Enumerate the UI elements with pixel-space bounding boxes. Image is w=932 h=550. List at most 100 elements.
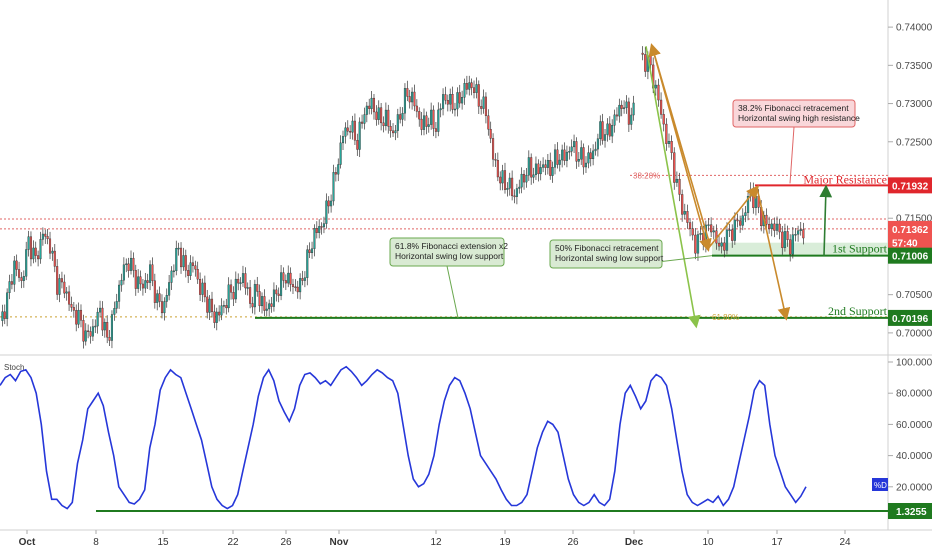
candle-body	[325, 200, 328, 224]
candle-body	[265, 308, 268, 311]
candle-body	[332, 172, 335, 202]
candle-body	[561, 149, 564, 161]
candle-body	[294, 286, 297, 288]
candle-body	[539, 167, 542, 175]
candle-body	[422, 115, 426, 130]
x-tick-label: 26	[280, 537, 292, 548]
candle-body	[573, 141, 576, 148]
y-tick-label: 0.73000	[896, 99, 932, 110]
candle-body	[82, 320, 85, 342]
candle-body	[587, 152, 590, 164]
candle-body	[118, 284, 121, 302]
support-zone-fill	[712, 242, 888, 256]
candle-body	[544, 164, 547, 168]
annotation-box	[732, 99, 856, 128]
candle-body	[58, 278, 61, 295]
candle-body	[427, 124, 430, 127]
candle-body	[339, 142, 342, 165]
candle-body	[311, 248, 314, 254]
candle-body	[63, 281, 66, 294]
candle-body	[272, 289, 275, 307]
candle-body	[691, 228, 694, 236]
candle-body	[175, 248, 178, 272]
candle-body	[46, 236, 49, 240]
candle-body	[51, 250, 54, 254]
candle-body	[444, 94, 447, 101]
candle-body	[484, 96, 487, 116]
breakout-arrow	[819, 184, 833, 256]
candle-body	[537, 163, 540, 175]
stoch-series-tag-bg	[872, 478, 888, 491]
candle-body	[99, 307, 102, 313]
candle-body	[187, 270, 190, 276]
candle-body	[458, 92, 461, 104]
first-support-label: 1st Support	[832, 242, 888, 256]
candle-body	[442, 94, 445, 109]
candle-body	[511, 177, 514, 197]
candle-body	[65, 291, 68, 294]
candle-body	[670, 140, 673, 153]
candle-body	[113, 308, 116, 315]
candle-body	[127, 263, 130, 271]
candle-body	[534, 163, 537, 176]
candle-body	[6, 292, 9, 319]
candle-body	[239, 282, 242, 284]
candle-body	[280, 272, 283, 296]
candle-body	[641, 52, 644, 55]
annotation-text: 50% Fibonacci retracement	[555, 243, 659, 253]
candle-body	[399, 114, 402, 120]
candle-body	[446, 100, 449, 105]
candle-body	[604, 134, 607, 141]
candle-body	[470, 82, 473, 88]
candle-body	[456, 92, 459, 110]
candle-body	[392, 130, 395, 134]
candle-body	[744, 212, 747, 216]
candle-body	[170, 270, 173, 283]
candle-body	[710, 224, 713, 233]
candle-body	[565, 151, 568, 161]
x-tick-label: 10	[702, 537, 714, 548]
candle-body	[796, 230, 800, 235]
candle-body	[723, 242, 726, 251]
candle-body	[77, 309, 80, 325]
candle-body	[177, 247, 180, 250]
candle-body	[525, 174, 528, 183]
y-tick-label: 0.74000	[896, 23, 932, 34]
candle-body	[263, 296, 266, 311]
candle-body	[794, 234, 797, 236]
candle-body	[227, 284, 230, 309]
candle-body	[430, 109, 433, 125]
candle-body	[558, 159, 561, 165]
candle-body	[437, 109, 440, 132]
candle-body	[251, 303, 254, 308]
annotation-pointer	[789, 126, 795, 184]
candle-body	[220, 305, 223, 316]
candle-body	[477, 84, 480, 107]
stoch-tick-label: 100.0000	[896, 358, 932, 369]
candle-body	[434, 128, 437, 132]
candle-body	[551, 167, 554, 176]
candle-body	[594, 148, 597, 152]
candle-body	[179, 247, 183, 268]
candle-body	[149, 264, 152, 283]
candle-body	[253, 284, 256, 308]
candle-body	[89, 331, 92, 337]
candle-body	[115, 301, 118, 309]
y-tick-label: 0.72500	[896, 137, 932, 148]
stoch-title: Stoch	[4, 363, 24, 372]
candle-body	[568, 151, 571, 153]
stoch-tick-label: 80.0000	[896, 389, 932, 400]
candle-body	[249, 287, 252, 304]
candle-body	[683, 211, 686, 215]
candle-body	[496, 159, 499, 178]
candle-body	[688, 222, 692, 229]
annotation-box	[389, 237, 505, 267]
candle-body	[582, 147, 585, 168]
candle-body	[296, 286, 299, 293]
candle-body	[10, 281, 13, 285]
countdown-tag: 57:40	[892, 239, 918, 250]
candle-body	[403, 88, 406, 114]
candle-body	[41, 233, 44, 240]
candle-body	[770, 223, 773, 229]
